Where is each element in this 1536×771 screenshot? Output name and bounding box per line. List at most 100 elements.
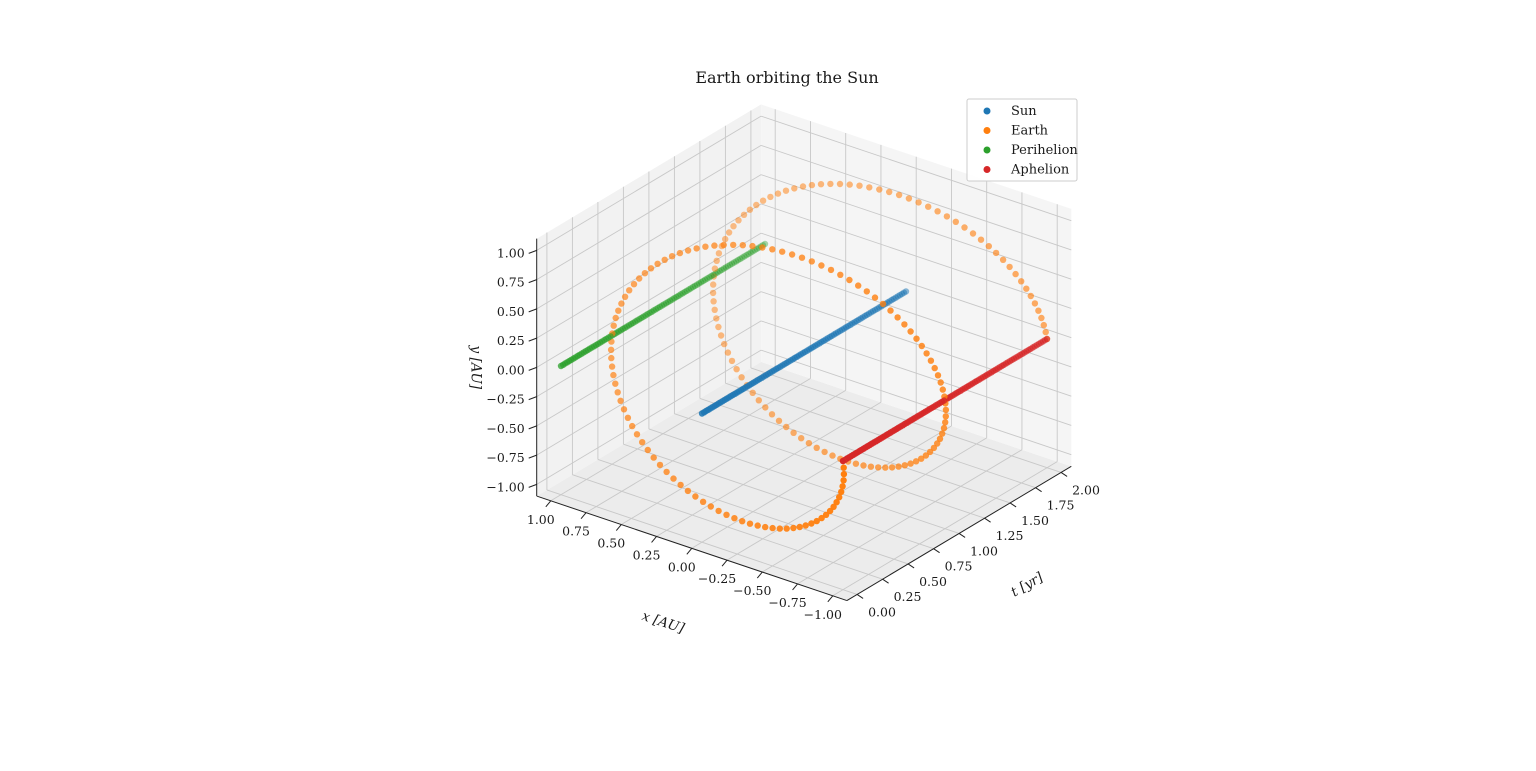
grid-line-t-floor [546, 489, 858, 595]
x-axis-label: x [AU] [640, 608, 687, 637]
point-earth [715, 250, 723, 257]
point-earth [838, 488, 845, 496]
point-earth [715, 507, 722, 515]
point-earth [939, 386, 946, 393]
point-earth [711, 242, 718, 249]
t-tick-mark [1035, 487, 1042, 493]
point-earth [717, 332, 725, 339]
point-perihelion [749, 248, 756, 255]
grid-line-t-floor [623, 443, 934, 550]
point-earth [926, 448, 934, 456]
point-earth [788, 251, 796, 258]
legend-marker-earth [983, 127, 991, 134]
point-earth [711, 265, 719, 272]
point-earth [907, 328, 914, 335]
x-tick-label: −0.50 [733, 583, 771, 598]
point-earth [846, 181, 853, 188]
grid-line-t-floor [648, 428, 960, 534]
point-earth [615, 307, 622, 314]
point-earth [969, 230, 977, 237]
point-earth [636, 275, 643, 282]
point-earth [783, 525, 790, 532]
point-earth [790, 524, 797, 532]
point-earth [693, 245, 700, 252]
x-tick-mark [651, 536, 657, 543]
grid-line-t-floor [597, 459, 909, 565]
point-perihelion [724, 263, 732, 270]
point-earth [837, 271, 844, 278]
x-axis-line [536, 495, 848, 602]
point-earth [802, 522, 809, 529]
point-earth [620, 406, 628, 413]
point-earth [713, 315, 720, 322]
point-earth [762, 523, 769, 531]
legend-frame [966, 98, 1078, 182]
point-earth [1012, 270, 1019, 278]
point-earth [739, 242, 746, 249]
t-tick-label: 0.50 [919, 574, 947, 589]
point-earth [722, 235, 729, 243]
point-earth [633, 431, 641, 438]
point-earth [1038, 314, 1045, 322]
point-earth [647, 265, 655, 272]
y-tick-label: 0.75 [497, 275, 525, 290]
legend: Sun Earth Perihelion Aphelion [966, 98, 1078, 182]
t-tick-mark [933, 548, 940, 554]
point-earth [915, 199, 922, 206]
legend-marker-perihelion [983, 146, 991, 154]
t-tick-label: 2.00 [1072, 482, 1100, 497]
point-earth [901, 321, 908, 328]
y-tick-mark [528, 249, 537, 254]
t-tick-mark [1009, 502, 1017, 508]
point-earth [813, 444, 820, 451]
point-earth [808, 520, 815, 527]
t-tick-label: 0.00 [868, 604, 896, 619]
point-earth [775, 417, 783, 424]
point-perihelion [728, 260, 736, 267]
legend-label-aphelion: Aphelion [1010, 163, 1070, 178]
point-earth [608, 363, 616, 370]
x-tick-mark [721, 559, 728, 567]
point-earth [608, 354, 615, 362]
grid-line-t-floor [674, 413, 985, 519]
t-tick-label: 1.00 [970, 543, 998, 558]
point-earth [836, 180, 844, 188]
grid-line-y-wall-x [536, 174, 762, 310]
point-earth [709, 289, 717, 297]
y-tick-mark [528, 425, 537, 430]
point-earth [610, 371, 617, 379]
legend-label-earth: Earth [1011, 124, 1049, 139]
point-earth [918, 455, 925, 462]
point-earth [931, 364, 938, 372]
point-sun [698, 410, 706, 417]
y-tick-mark [528, 396, 537, 401]
point-perihelion [714, 269, 721, 276]
t-tick-mark [958, 533, 966, 538]
point-earth [733, 366, 740, 373]
point-earth [746, 206, 754, 213]
y-tick-mark [528, 483, 537, 488]
y-tick-mark [528, 337, 537, 342]
point-earth [940, 424, 948, 432]
point-earth [677, 481, 684, 489]
point-earth [644, 446, 651, 454]
point-earth [937, 379, 944, 386]
t-tick-mark [882, 578, 889, 584]
t-tick-mark [1060, 472, 1068, 477]
x-tick-mark [545, 500, 552, 508]
axis-ticks: −1.00−0.75−0.50−0.250.000.250.500.751.00… [486, 245, 1100, 621]
x-tick-mark [686, 547, 693, 555]
grid-line-y-wall-x [536, 145, 762, 280]
point-earth [1018, 278, 1025, 285]
point-earth [746, 520, 754, 527]
x-tick-mark [827, 595, 834, 603]
point-earth [1027, 292, 1035, 300]
y-tick-mark [528, 366, 537, 371]
point-earth [650, 454, 657, 461]
point-earth [992, 249, 1000, 257]
point-earth [860, 462, 867, 469]
point-perihelion [716, 267, 723, 275]
point-earth [1040, 321, 1048, 329]
point-earth [676, 249, 684, 257]
legend-marker-sun [983, 107, 991, 115]
